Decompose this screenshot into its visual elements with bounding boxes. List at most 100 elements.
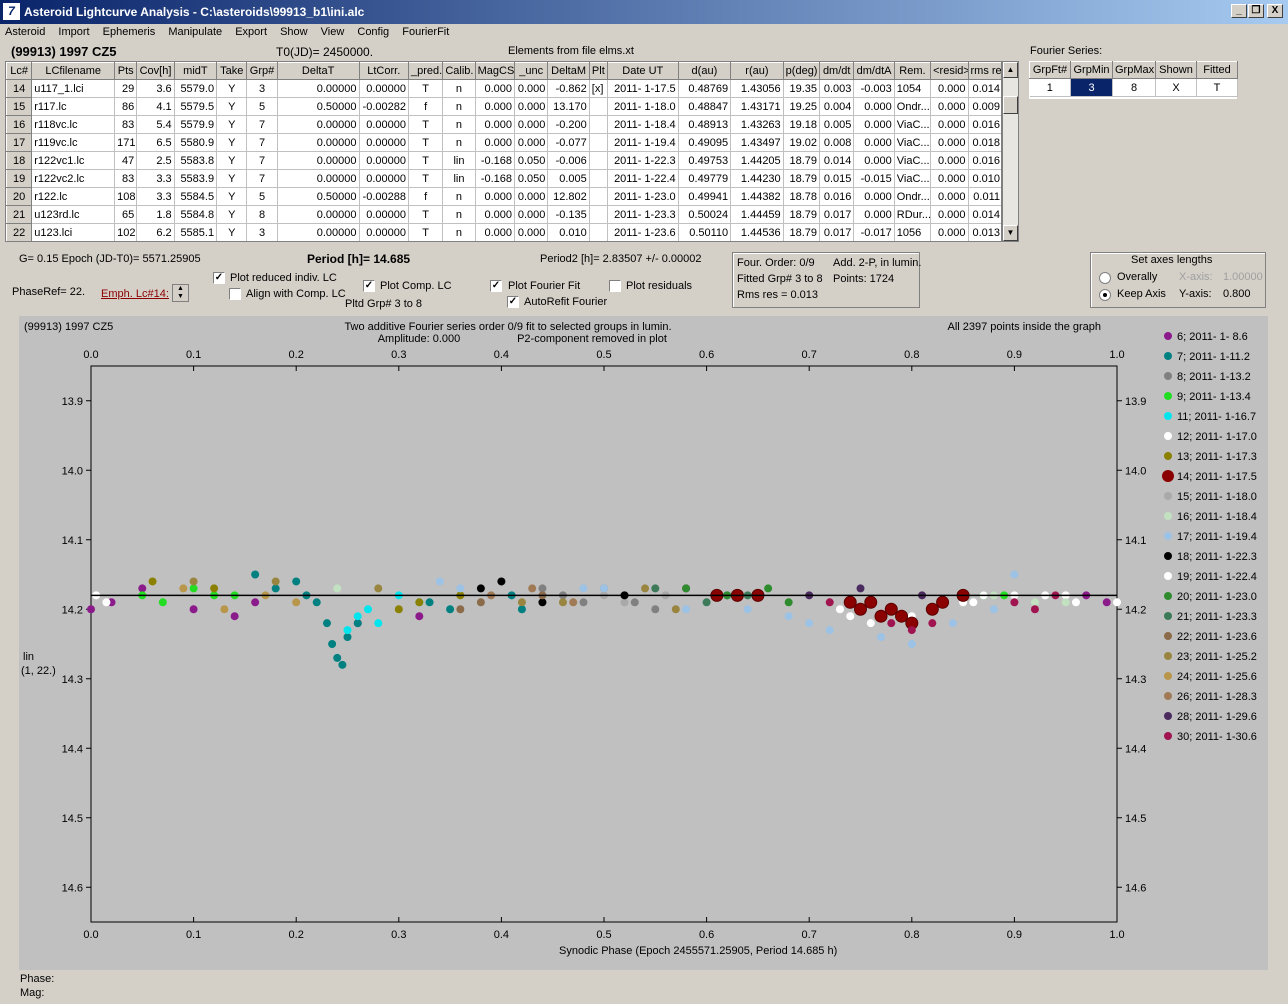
table-cell[interactable]: T <box>408 223 444 241</box>
plot-comp-checkbox[interactable]: ✓ <box>363 280 375 292</box>
table-cell[interactable]: 0.49941 <box>678 187 732 206</box>
table-cell[interactable]: n <box>442 187 476 206</box>
table-cell[interactable]: 0.017 <box>819 205 855 224</box>
column-header[interactable]: MagCS <box>474 62 516 80</box>
table-cell[interactable]: 2011- 1-22.4 <box>607 169 679 188</box>
table-cell[interactable]: 0.00000 <box>277 133 360 152</box>
table-cell[interactable]: 0.00000 <box>359 151 409 170</box>
table-cell[interactable]: 5584.8 <box>174 205 218 224</box>
table-scrollbar[interactable]: ▲ ▼ <box>1002 61 1019 242</box>
table-cell[interactable]: r122.lc <box>31 187 116 206</box>
table-cell[interactable]: 0.000 <box>930 133 969 152</box>
table-cell[interactable]: 2011- 1-18.0 <box>607 97 679 116</box>
row-number[interactable]: 16 <box>6 115 33 134</box>
column-header[interactable]: dm/dtA <box>853 62 895 80</box>
table-cell[interactable]: Ondr... <box>894 187 932 206</box>
table-cell[interactable]: Ondr... <box>894 97 932 116</box>
table-cell[interactable]: ViaC... <box>894 169 932 188</box>
table-cell[interactable]: 5579.0 <box>174 79 218 98</box>
table-cell[interactable]: 5579.9 <box>174 115 218 134</box>
table-cell[interactable]: 1.44230 <box>730 169 784 188</box>
table-cell[interactable]: 0.00000 <box>277 169 360 188</box>
table-cell[interactable]: 86 <box>114 97 138 116</box>
table-cell[interactable]: 0.000 <box>475 187 516 206</box>
table-cell[interactable]: 171 <box>114 133 138 152</box>
table-cell[interactable]: 2011- 1-23.6 <box>607 223 679 241</box>
minimize-button[interactable]: _ <box>1231 4 1247 18</box>
row-number[interactable]: 20 <box>6 187 33 206</box>
table-cell[interactable] <box>589 115 608 134</box>
menu-export[interactable]: Export <box>235 26 267 38</box>
close-button[interactable]: X <box>1267 4 1283 18</box>
table-cell[interactable]: 0.000 <box>514 133 549 152</box>
table-cell[interactable]: 5580.9 <box>174 133 218 152</box>
column-header[interactable]: Calib. <box>442 62 476 80</box>
table-cell[interactable]: 0.011 <box>968 187 1001 206</box>
table-cell[interactable]: Y <box>216 169 248 188</box>
menu-ephemeris[interactable]: Ephemeris <box>102 26 156 38</box>
table-cell[interactable]: r122vc2.lc <box>31 169 116 188</box>
table-cell[interactable]: 7 <box>246 169 278 188</box>
table-cell[interactable]: 0.014 <box>968 205 1001 224</box>
table-cell[interactable]: 5584.5 <box>174 187 218 206</box>
table-cell[interactable]: n <box>442 223 476 241</box>
table-cell[interactable]: u123rd.lc <box>31 205 116 224</box>
table-cell[interactable] <box>589 187 608 206</box>
plot-reduced-checkbox[interactable]: ✓ <box>213 272 225 284</box>
table-cell[interactable]: 0.48769 <box>678 79 732 98</box>
table-cell[interactable]: Y <box>216 223 248 241</box>
overally-radio[interactable] <box>1099 272 1111 284</box>
column-header[interactable]: DeltaT <box>276 62 360 80</box>
table-cell[interactable]: 0.000 <box>514 205 549 224</box>
table-cell[interactable]: 0.005 <box>547 169 590 188</box>
table-cell[interactable]: 2011- 1-22.3 <box>607 151 679 170</box>
emph-lc-label[interactable]: Emph. Lc#14: <box>101 288 169 300</box>
table-cell[interactable]: 0.00000 <box>277 151 360 170</box>
table-cell[interactable]: 3.3 <box>136 169 175 188</box>
table-cell[interactable]: 0.50000 <box>277 187 360 206</box>
table-cell[interactable]: 2011- 1-23.0 <box>607 187 679 206</box>
table-cell[interactable]: 0.000 <box>853 205 895 224</box>
table-cell[interactable]: 47 <box>114 151 138 170</box>
table-cell[interactable]: 0.50024 <box>678 205 732 224</box>
table-cell[interactable]: 0.017 <box>819 223 855 241</box>
table-cell[interactable]: 0.000 <box>853 133 895 152</box>
table-cell[interactable]: n <box>442 79 476 98</box>
table-cell[interactable]: Y <box>216 115 248 134</box>
table-cell[interactable]: T <box>408 205 444 224</box>
table-cell[interactable]: 3.6 <box>136 79 175 98</box>
table-cell[interactable]: T <box>408 79 444 98</box>
table-cell[interactable]: r117.lc <box>31 97 116 116</box>
align-comp-checkbox[interactable] <box>229 288 241 300</box>
table-cell[interactable]: 83 <box>114 169 138 188</box>
table-cell[interactable]: 7 <box>246 151 278 170</box>
table-cell[interactable]: 0.016 <box>968 115 1001 134</box>
table-cell[interactable]: 1.44382 <box>730 187 784 206</box>
table-cell[interactable]: 3.3 <box>136 187 175 206</box>
fourier-cell[interactable]: 8 <box>1112 78 1156 97</box>
table-cell[interactable]: 5583.9 <box>174 169 218 188</box>
table-cell[interactable]: 0.000 <box>514 115 549 134</box>
table-cell[interactable]: 7 <box>246 115 278 134</box>
table-cell[interactable]: 0.49095 <box>678 133 732 152</box>
table-cell[interactable]: T <box>408 133 444 152</box>
table-cell[interactable]: 0.000 <box>853 151 895 170</box>
plot-residuals-checkbox[interactable] <box>609 280 621 292</box>
table-cell[interactable]: 0.50110 <box>678 223 732 241</box>
table-cell[interactable]: 0.000 <box>930 97 969 116</box>
table-cell[interactable] <box>589 169 608 188</box>
table-row[interactable]: 15 r117.lc 86 4.1 5579.5 Y 5 0.50000 -0.00282 f n 0… <box>6 97 1001 116</box>
table-cell[interactable]: -0.00288 <box>359 187 409 206</box>
table-cell[interactable]: 2.5 <box>136 151 175 170</box>
table-row[interactable]: 17 r119vc.lc 171 6.5 5580.9 Y 7 0.00000 0.00000 T… <box>6 133 1001 152</box>
column-header[interactable]: d(au) <box>677 62 732 80</box>
keep-axis-radio[interactable] <box>1099 289 1111 301</box>
table-cell[interactable]: 0.000 <box>930 115 969 134</box>
row-number[interactable]: 15 <box>6 97 33 116</box>
column-header[interactable]: midT <box>173 62 218 80</box>
table-cell[interactable]: 1.44205 <box>730 151 784 170</box>
table-cell[interactable]: 5579.5 <box>174 97 218 116</box>
table-cell[interactable]: 102 <box>114 223 138 241</box>
table-cell[interactable]: 18.79 <box>783 151 821 170</box>
